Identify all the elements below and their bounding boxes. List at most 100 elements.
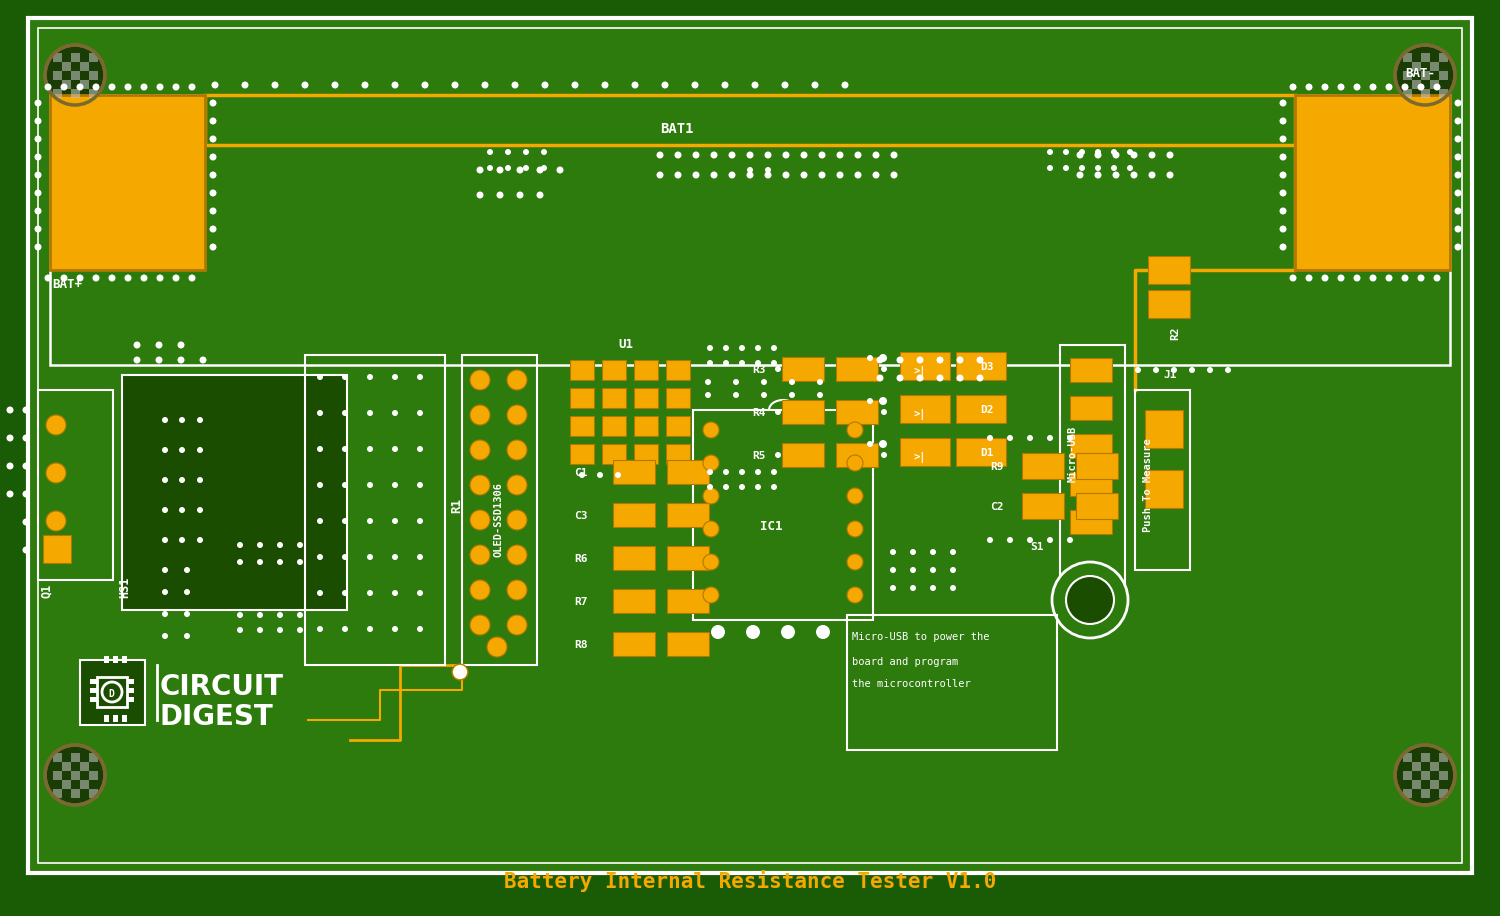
Circle shape [1280,136,1287,143]
Circle shape [210,190,216,197]
Circle shape [976,375,984,381]
Circle shape [879,397,886,405]
Circle shape [156,83,164,91]
Bar [70,789,80,798]
Circle shape [747,151,753,158]
Circle shape [880,452,886,458]
Bar [956,438,1006,466]
Circle shape [1305,275,1312,281]
Circle shape [362,82,369,89]
Circle shape [1052,562,1128,638]
Circle shape [507,440,526,460]
Circle shape [1047,537,1053,543]
Circle shape [704,587,718,603]
Bar [1294,95,1450,270]
Circle shape [537,167,543,173]
Circle shape [1455,117,1461,125]
Text: R9: R9 [990,462,1004,472]
Circle shape [615,472,621,478]
Bar [80,761,88,770]
Circle shape [392,82,399,89]
Bar [53,753,62,761]
Bar [98,677,128,707]
Bar [1420,52,1430,61]
Circle shape [782,82,789,89]
Circle shape [477,167,483,173]
Circle shape [675,171,681,179]
Bar [1420,770,1430,780]
Circle shape [162,477,168,483]
Circle shape [162,589,168,595]
Bar [80,80,88,89]
Bar [666,388,690,408]
Circle shape [507,580,526,600]
Circle shape [1280,117,1287,125]
Circle shape [847,587,862,603]
Circle shape [1131,151,1137,158]
Bar [668,460,710,484]
Circle shape [108,83,116,91]
Circle shape [579,472,585,478]
Bar [53,52,62,61]
Circle shape [210,225,216,233]
Bar [80,780,88,789]
Circle shape [417,446,423,452]
Circle shape [910,549,916,555]
Circle shape [316,446,322,452]
Circle shape [178,477,184,483]
Circle shape [272,82,279,89]
Text: BAT1: BAT1 [660,122,693,136]
Circle shape [60,275,68,281]
Bar [1402,789,1411,798]
Bar [122,656,128,663]
Circle shape [162,567,168,573]
Bar [70,770,80,780]
Circle shape [507,405,526,425]
Bar [44,535,70,563]
Circle shape [783,171,789,179]
Circle shape [342,626,348,632]
Text: OLED-SSD1306: OLED-SSD1306 [494,482,504,557]
Circle shape [470,545,490,565]
Circle shape [1455,225,1461,233]
Circle shape [237,627,243,633]
Bar [1420,89,1430,97]
Circle shape [34,136,42,143]
Circle shape [1077,171,1083,179]
Bar [1412,780,1420,789]
Circle shape [302,82,309,89]
Circle shape [482,82,489,89]
Circle shape [890,567,896,573]
Circle shape [76,275,84,281]
Circle shape [162,537,168,543]
Circle shape [488,165,494,171]
Circle shape [957,375,963,381]
Circle shape [470,615,490,635]
Circle shape [368,518,374,524]
Circle shape [342,554,348,560]
Circle shape [950,585,956,591]
Circle shape [470,510,490,530]
Circle shape [771,345,777,351]
Bar [1420,753,1430,761]
Bar [53,71,62,80]
Circle shape [34,244,42,250]
Bar [1144,470,1184,508]
Circle shape [1370,275,1377,281]
Bar [602,416,625,436]
Circle shape [470,580,490,600]
Circle shape [847,422,862,438]
Circle shape [705,392,711,398]
Bar [1070,434,1112,458]
Circle shape [782,625,795,639]
Circle shape [950,549,956,555]
Bar [1438,89,1448,97]
Circle shape [237,612,243,618]
Circle shape [524,149,530,155]
Circle shape [1395,45,1455,105]
Circle shape [1280,154,1287,160]
Bar [570,360,594,380]
Circle shape [729,171,735,179]
Circle shape [1434,83,1440,91]
Circle shape [496,167,504,173]
